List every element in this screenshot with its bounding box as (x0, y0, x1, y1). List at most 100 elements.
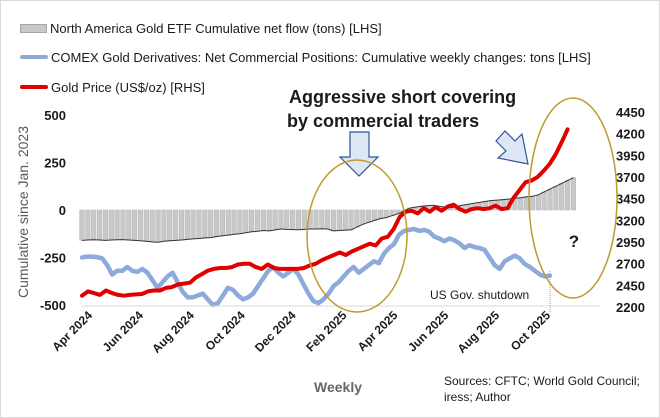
etf-bar (184, 209, 190, 240)
source-line1: Sources: CFTC; World Gold Council; (444, 374, 640, 388)
etf-bar (260, 209, 266, 231)
etf-bar (301, 209, 307, 230)
etf-bar (202, 209, 208, 239)
left-y-tick-label: 250 (44, 156, 66, 171)
etf-bar (108, 209, 114, 241)
etf-bar (161, 209, 167, 242)
source-line2: iress; Author (444, 390, 511, 404)
etf-bar (348, 209, 354, 231)
etf-bar (85, 209, 91, 241)
x-axis: Apr 2024 Jun 2024 Aug 2024 Oct 2024 Dec 2024… (49, 308, 553, 356)
etf-bar (547, 188, 553, 211)
etf-bar (167, 209, 173, 242)
comex-series-line (79, 226, 553, 308)
etf-bar (208, 209, 214, 238)
right-y-tick-label: 3700 (616, 170, 645, 185)
etf-outline-line (81, 177, 574, 243)
gold-price-series-line (80, 127, 570, 298)
x-tick-label: Apr 2025 (355, 308, 401, 354)
right-y-tick-label: 3950 (616, 148, 645, 163)
question-mark-annotation: ? (569, 232, 579, 251)
legend-item-etf: North America Gold ETF Cumulative net fl… (20, 19, 382, 37)
highlight-ellipse-recent (528, 97, 618, 299)
etf-bar (290, 209, 296, 230)
x-axis-title: Weekly (314, 379, 362, 395)
etf-bar (155, 209, 161, 243)
etf-bar (524, 196, 530, 211)
right-y-tick-label: 4450 (616, 105, 645, 120)
left-y-axis: 500 250 0 -250 -500 (40, 108, 66, 313)
etf-bar (360, 209, 366, 225)
etf-bar (137, 209, 144, 242)
etf-bar (173, 209, 179, 241)
etf-bar (249, 209, 255, 233)
etf-bar (178, 209, 185, 241)
shutdown-annotation: US Gov. shutdown (430, 288, 529, 302)
etf-bar (535, 194, 541, 211)
etf-bar (529, 196, 536, 211)
x-tick-label: Oct 2025 (508, 308, 554, 354)
diagonal-arrow-icon (495, 130, 529, 165)
etf-bar (243, 209, 249, 234)
x-tick-label: Dec 2024 (252, 308, 299, 355)
etf-bar (354, 209, 360, 228)
left-y-tick-label: -500 (40, 298, 66, 313)
etf-bar (330, 209, 337, 232)
etf-bar (254, 209, 261, 232)
left-y-tick-label: -250 (40, 251, 66, 266)
x-tick-label: Jun 2025 (405, 308, 451, 354)
x-tick-label: Jun 2024 (100, 308, 146, 354)
etf-bar (114, 209, 120, 241)
down-arrow-icon (338, 131, 380, 177)
etf-bar (143, 209, 149, 242)
etf-bar (272, 209, 278, 231)
etf-bar (91, 209, 97, 241)
etf-bar (371, 209, 378, 221)
right-y-tick-label: 2950 (616, 235, 645, 250)
etf-bar (383, 209, 389, 218)
x-tick-label: Feb 2025 (303, 308, 349, 354)
etf-bar (295, 209, 302, 231)
legend-label-comex: COMEX Gold Derivatives: Net Commercial P… (51, 49, 591, 65)
etf-bar (518, 197, 524, 211)
right-y-tick-label: 3200 (616, 213, 645, 228)
etf-bar (284, 209, 290, 230)
legend-label-gold: Gold Price (US$/oz) [RHS] (51, 79, 205, 95)
legend-item-comex: COMEX Gold Derivatives: Net Commercial P… (20, 48, 591, 66)
highlight-ellipse-short-covering (306, 159, 408, 313)
etf-bar (102, 209, 108, 241)
etf-bar (541, 191, 547, 211)
etf-bar (319, 209, 325, 230)
etf-bar (553, 186, 559, 211)
etf-bar (313, 209, 319, 230)
etf-bar (196, 209, 202, 239)
etf-bar (231, 209, 237, 235)
etf-bar (237, 209, 243, 234)
etf-bar (278, 209, 284, 230)
x-tick-label: Aug 2025 (455, 308, 503, 356)
etf-bar (342, 209, 348, 231)
etf-bar (79, 209, 85, 241)
etf-bar (366, 209, 372, 223)
x-tick-label: Apr 2024 (49, 308, 95, 354)
legend-swatch-gold (20, 85, 48, 89)
etf-bar (559, 183, 565, 211)
etf-bar (120, 209, 126, 240)
y-axis-title: Cumulative since Jan. 2023 (15, 126, 31, 298)
right-y-axis: 4450 4200 3950 3700 3450 3200 2950 2700 2450 2200 (616, 105, 645, 315)
etf-bar (190, 209, 196, 240)
legend-swatch-etf (20, 23, 47, 33)
annotation-line1: Aggressive short covering (289, 87, 516, 107)
etf-bar (213, 209, 220, 237)
etf-bar (377, 209, 383, 219)
etf-bar (225, 209, 231, 236)
right-y-tick-label: 3450 (616, 192, 645, 207)
etf-bar (325, 209, 331, 230)
x-tick-label: Oct 2024 (202, 308, 248, 354)
right-y-tick-label: 4200 (616, 127, 645, 142)
right-y-tick-label: 2450 (616, 278, 645, 293)
annotation-line2: by commercial traders (287, 111, 479, 131)
legend-swatch-comex (20, 55, 48, 59)
legend-label-etf: North America Gold ETF Cumulative net fl… (50, 20, 382, 36)
